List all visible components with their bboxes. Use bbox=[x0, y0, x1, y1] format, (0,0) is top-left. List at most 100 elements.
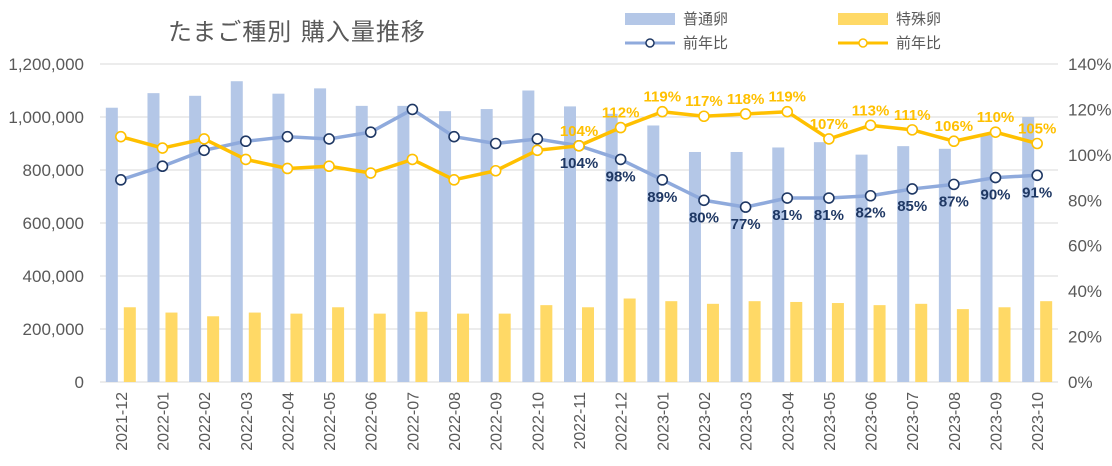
y-right-tick-label: 100% bbox=[1068, 146, 1111, 165]
bar-special bbox=[748, 301, 761, 382]
normal-yoy-data-label: 90% bbox=[981, 187, 1011, 204]
x-tick-label: 2022-04 bbox=[280, 392, 297, 451]
special-yoy-point bbox=[1031, 137, 1043, 150]
bar-special bbox=[998, 307, 1011, 382]
special-yoy-point bbox=[781, 105, 794, 118]
legend-special-bar-label: 特殊卵 bbox=[896, 10, 942, 28]
special-yoy-point bbox=[698, 110, 710, 123]
normal-yoy-data-label: 104% bbox=[560, 155, 598, 172]
special-yoy-point bbox=[239, 153, 252, 166]
bar-normal bbox=[772, 147, 785, 382]
special-yoy-data-label: 113% bbox=[852, 102, 890, 119]
bar-normal bbox=[938, 148, 951, 382]
bar-special bbox=[123, 307, 136, 382]
y-right-tick-label: 40% bbox=[1068, 282, 1102, 301]
normal-yoy-data-label: 82% bbox=[856, 205, 886, 222]
x-tick-label: 2023-10 bbox=[1030, 392, 1047, 451]
y-left-tick-label: 1,000,000 bbox=[8, 108, 84, 127]
bar-normal bbox=[855, 154, 868, 382]
special-yoy-point bbox=[614, 121, 627, 134]
bar-special bbox=[498, 313, 511, 382]
x-tick-label: 2022-08 bbox=[447, 392, 464, 451]
legend-normal-bar-swatch bbox=[625, 12, 675, 25]
bar-special bbox=[373, 313, 386, 382]
bar-special bbox=[873, 305, 886, 382]
x-tick-label: 2023-05 bbox=[822, 392, 839, 451]
bar-normal bbox=[688, 151, 701, 382]
normal-yoy-point bbox=[698, 194, 710, 207]
normal-yoy-point bbox=[614, 153, 627, 166]
x-tick-label: 2022-11 bbox=[572, 392, 589, 450]
y-left-tick-label: 0 bbox=[75, 373, 84, 392]
special-yoy-data-label: 119% bbox=[644, 89, 682, 106]
bar-special bbox=[415, 311, 428, 382]
bar-normal bbox=[105, 107, 118, 382]
bar-normal bbox=[147, 93, 160, 383]
x-tick-label: 2021-12 bbox=[114, 392, 131, 451]
special-yoy-point bbox=[739, 108, 752, 120]
bar-special bbox=[207, 316, 220, 382]
bar-normal bbox=[1022, 117, 1035, 382]
special-yoy-point bbox=[489, 164, 502, 177]
legend-special-line-swatch bbox=[838, 37, 888, 48]
special-yoy-point bbox=[573, 139, 585, 152]
normal-yoy-data-label: 91% bbox=[1022, 184, 1052, 201]
normal-yoy-point bbox=[489, 137, 502, 150]
bar-normal bbox=[355, 105, 368, 383]
x-tick-label: 2023-04 bbox=[780, 392, 797, 451]
bar-normal bbox=[647, 125, 660, 382]
bar-special bbox=[623, 298, 636, 382]
normal-yoy-data-label: 80% bbox=[689, 209, 719, 226]
x-tick-label: 2023-02 bbox=[697, 392, 714, 451]
special-yoy-point bbox=[323, 160, 335, 173]
y-right-tick-label: 0% bbox=[1068, 373, 1093, 392]
special-yoy-point bbox=[198, 133, 210, 145]
y-left-tick-label: 1,200,000 bbox=[8, 55, 84, 74]
x-tick-label: 2022-06 bbox=[364, 392, 381, 451]
normal-yoy-data-label: 98% bbox=[606, 168, 636, 185]
special-yoy-point bbox=[989, 126, 1002, 138]
bar-special bbox=[582, 307, 594, 382]
special-yoy-data-label: 112% bbox=[602, 105, 640, 122]
legend-special-bar-swatch bbox=[838, 12, 888, 25]
normal-yoy-point bbox=[364, 126, 377, 138]
bar-special bbox=[831, 303, 844, 382]
x-tick-label: 2022-10 bbox=[530, 392, 547, 451]
special-yoy-point bbox=[531, 144, 544, 157]
normal-yoy-data-label: 89% bbox=[647, 189, 677, 206]
bar-special bbox=[248, 312, 261, 382]
legend-normal-line-label: 前年比 bbox=[683, 34, 729, 52]
normal-yoy-point bbox=[906, 183, 919, 195]
bar-normal bbox=[230, 81, 243, 382]
legend-normal-bar-label: 普通卵 bbox=[683, 10, 729, 28]
bar-normal bbox=[314, 88, 327, 382]
special-yoy-point bbox=[656, 105, 669, 118]
bar-special bbox=[790, 301, 803, 382]
normal-yoy-point bbox=[115, 174, 127, 186]
normal-yoy-point bbox=[281, 130, 294, 143]
normal-yoy-point bbox=[781, 192, 794, 204]
legend-normal-bar: 普通卵 bbox=[625, 8, 728, 29]
special-yoy-data-label: 117% bbox=[685, 93, 723, 110]
legend-special-line-label: 前年比 bbox=[896, 34, 942, 52]
special-yoy-point bbox=[156, 142, 169, 154]
bar-special bbox=[956, 309, 969, 382]
y-right-tick-label: 20% bbox=[1068, 328, 1102, 347]
x-tick-label: 2022-02 bbox=[197, 392, 214, 451]
normal-yoy-point bbox=[864, 189, 877, 202]
normal-yoy-point bbox=[156, 160, 169, 173]
normal-yoy-point bbox=[406, 103, 419, 116]
bar-normal bbox=[730, 151, 743, 382]
special-yoy-data-label: 105% bbox=[1018, 121, 1056, 138]
normal-yoy-data-label: 85% bbox=[897, 198, 927, 215]
legend-normal-line-swatch bbox=[625, 37, 675, 48]
special-yoy-point bbox=[823, 133, 835, 145]
x-tick-label: 2023-01 bbox=[655, 392, 672, 451]
normal-yoy-point bbox=[239, 135, 252, 148]
y-right-tick-label: 140% bbox=[1068, 55, 1111, 74]
bar-special bbox=[1040, 301, 1053, 382]
special-yoy-point bbox=[115, 130, 127, 143]
bar-special bbox=[915, 303, 928, 382]
